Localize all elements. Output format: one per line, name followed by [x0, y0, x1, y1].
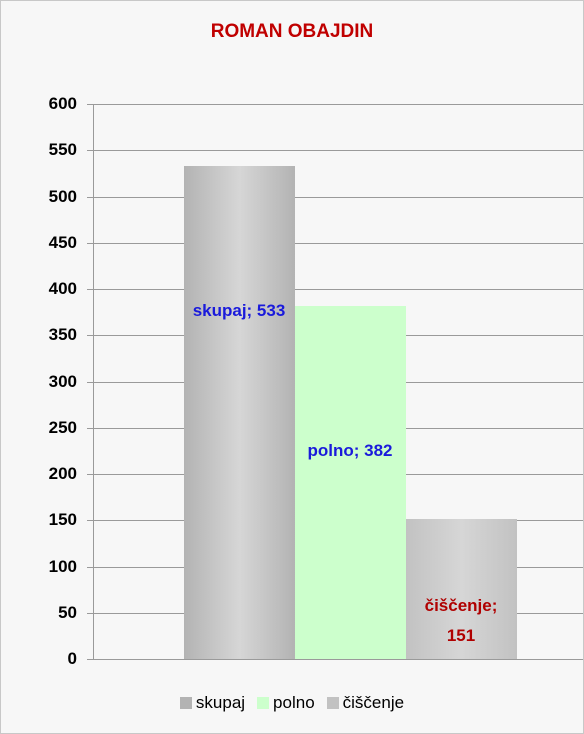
y-tick-label: 50: [58, 602, 77, 622]
tick-mark: [87, 520, 93, 522]
legend-label: čiščenje: [342, 693, 405, 712]
data-label: skupaj; 533: [192, 300, 286, 320]
grid-line: [93, 242, 583, 244]
y-tick-label: 500: [48, 186, 77, 206]
tick-mark: [87, 659, 93, 660]
bar: [294, 305, 406, 659]
legend-label: skupaj: [195, 693, 246, 712]
legend-swatch: [326, 697, 339, 709]
tick-mark: [87, 289, 93, 290]
tick-mark: [87, 427, 93, 429]
tick-mark: [87, 150, 93, 152]
data-label: čiščenje; 151: [424, 596, 498, 645]
y-tick-label: 600: [48, 94, 77, 113]
y-tick-label: 550: [48, 140, 77, 160]
tick-mark: [87, 196, 93, 198]
grid-line: [93, 659, 583, 660]
tick-mark: [87, 335, 93, 337]
y-tick-label: 350: [48, 325, 77, 345]
y-axis: [93, 104, 94, 659]
y-tick-label: 400: [48, 279, 77, 298]
y-tick-label: 200: [48, 464, 77, 483]
grid-line: [93, 196, 583, 198]
tick-mark: [87, 242, 93, 244]
y-tick-label: 150: [48, 510, 77, 530]
y-tick-label: 0: [67, 649, 77, 668]
tick-mark: [87, 566, 93, 568]
y-tick-label: 100: [48, 556, 77, 576]
data-label: polno; 382: [307, 440, 393, 460]
tick-mark: [87, 381, 93, 383]
grid-line: [93, 104, 583, 105]
grid-line: [93, 150, 583, 152]
y-tick-label: 450: [48, 232, 77, 252]
legend-item: čiščenje: [326, 693, 405, 713]
legend-label: polno: [273, 693, 315, 712]
legend-swatch: [179, 697, 192, 709]
legend-swatch: [257, 697, 270, 709]
bar: [183, 165, 295, 659]
y-tick-label: 300: [48, 371, 77, 391]
tick-mark: [87, 474, 93, 475]
legend-item: polno: [257, 693, 315, 713]
grid-line: [93, 289, 583, 290]
y-tick-label: 250: [48, 417, 77, 437]
legend: skupaj polno čiščenje: [1, 693, 583, 713]
bar: [405, 519, 517, 659]
chart-title: ROMAN OBAJDIN: [210, 21, 374, 42]
legend-item: skupaj: [179, 693, 246, 713]
tick-mark: [87, 612, 93, 614]
tick-mark: [87, 104, 93, 105]
